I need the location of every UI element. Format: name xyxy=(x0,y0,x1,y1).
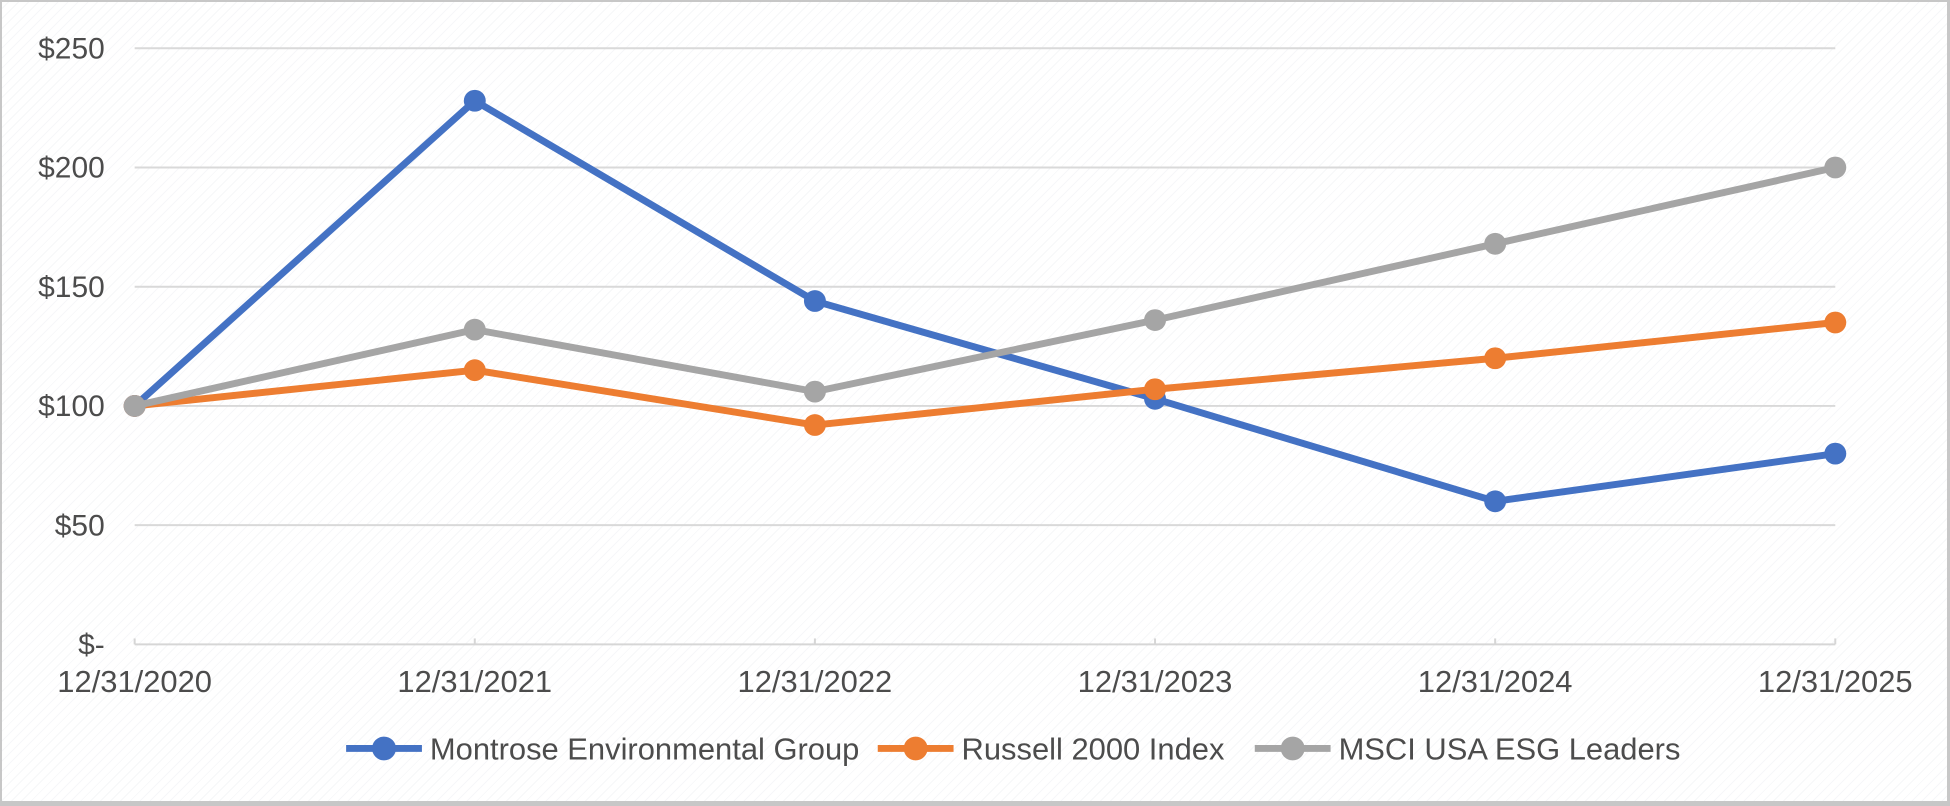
y-axis-label: $150 xyxy=(38,271,105,304)
series-line-russell-2000-index xyxy=(131,319,1839,429)
y-axis-label: $250 xyxy=(38,32,105,65)
legend-label-russell-2000-index: Russell 2000 Index xyxy=(962,732,1225,767)
x-axis-label: 12/31/2022 xyxy=(738,664,893,699)
data-point-msci-usa-esg-leaders-5 xyxy=(1824,156,1847,179)
series-line-msci-usa-esg-leaders xyxy=(131,164,1839,410)
y-axis-label: $200 xyxy=(38,152,105,185)
data-point-montrose-environmental-group-5 xyxy=(1824,442,1847,465)
data-point-montrose-environmental-group-2 xyxy=(803,290,826,312)
data-point-montrose-environmental-group-4 xyxy=(1484,490,1507,513)
data-point-russell-2000-index-5 xyxy=(1824,311,1847,334)
series-line-montrose-environmental-group xyxy=(131,97,1839,505)
data-point-msci-usa-esg-leaders-1 xyxy=(463,318,486,341)
x-axis-label: 12/31/2021 xyxy=(397,664,552,699)
data-point-msci-usa-esg-leaders-2 xyxy=(803,380,826,403)
data-point-msci-usa-esg-leaders-4 xyxy=(1484,232,1507,255)
data-point-montrose-environmental-group-1 xyxy=(463,89,486,112)
legend-label-montrose-environmental-group: Montrose Environmental Group xyxy=(430,732,859,767)
y-axis-label: $50 xyxy=(55,509,105,542)
x-axis-label: 12/31/2020 xyxy=(57,664,212,699)
data-point-russell-2000-index-4 xyxy=(1484,347,1507,370)
legend-marker-icon xyxy=(1280,736,1305,761)
y-axis-label: $- xyxy=(78,629,105,662)
x-axis-label: 12/31/2024 xyxy=(1418,664,1573,699)
data-point-russell-2000-index-2 xyxy=(803,414,826,436)
x-axis-label: 12/31/2023 xyxy=(1078,664,1233,699)
data-point-msci-usa-esg-leaders-3 xyxy=(1144,309,1167,332)
data-point-msci-usa-esg-leaders-0 xyxy=(123,395,146,417)
data-point-russell-2000-index-3 xyxy=(1144,378,1167,401)
legend-marker-icon xyxy=(903,736,928,761)
legend-marker-icon xyxy=(372,736,396,761)
data-point-russell-2000-index-1 xyxy=(463,359,486,382)
legend-label-msci-usa-esg-leaders: MSCI USA ESG Leaders xyxy=(1339,732,1681,767)
y-axis-label: $100 xyxy=(38,390,105,423)
x-axis-label: 12/31/2025 xyxy=(1758,664,1913,699)
